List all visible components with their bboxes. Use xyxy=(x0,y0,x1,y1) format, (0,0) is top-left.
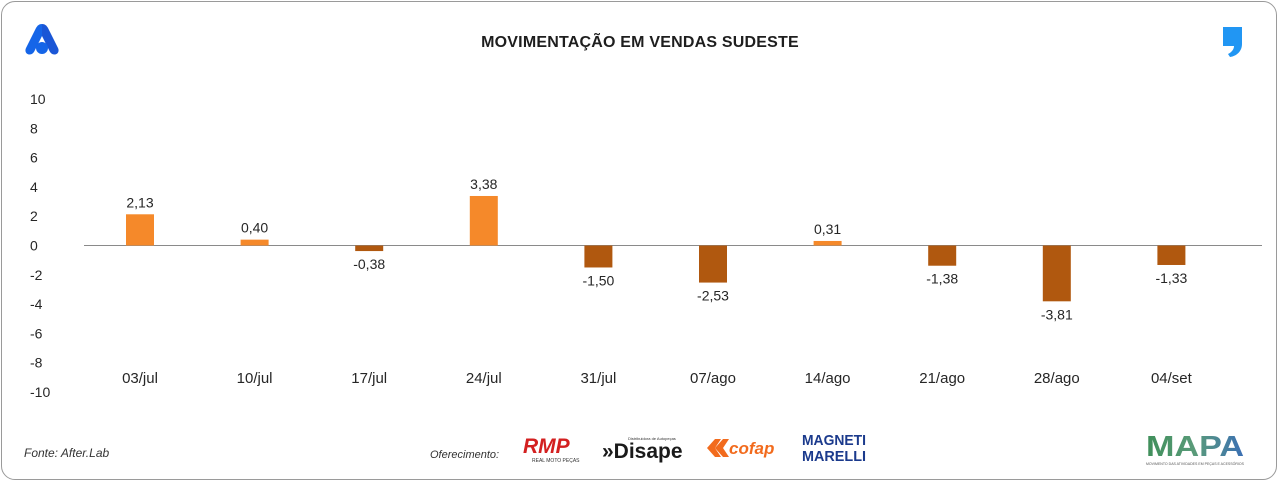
mapa-logo-text: MAPA xyxy=(1146,431,1244,463)
cofap-logo-text: cofap xyxy=(729,439,774,458)
bar-data-label: 2,13 xyxy=(126,194,153,210)
x-tick-label: 03/jul xyxy=(122,370,158,387)
y-axis-ticks: 10 8 6 4 2 0 -2 -4 -6 -8 -10 xyxy=(30,91,50,400)
bar-data-label: -1,50 xyxy=(582,272,614,288)
bar-data-label: 0,31 xyxy=(814,221,841,237)
rmp-logo-subtext: REAL MOTO PEÇAS xyxy=(532,458,580,464)
y-tick-label: 4 xyxy=(30,179,38,195)
bar-04-set xyxy=(1157,245,1186,265)
x-tick-label: 28/ago xyxy=(1034,370,1080,387)
x-tick-label: 21/ago xyxy=(919,370,965,387)
cofap-chevron-icon xyxy=(707,439,721,457)
y-tick-label: 2 xyxy=(30,208,38,224)
x-tick-label: 07/ago xyxy=(690,370,736,387)
bar-28-ago xyxy=(1042,245,1071,302)
cofap-logo: cofap xyxy=(707,439,774,458)
bar-data-label: -1,38 xyxy=(926,271,958,287)
magneti-logo-text: MAGNETI xyxy=(802,432,866,449)
quote-logo-icon xyxy=(1223,27,1242,57)
bar-data-label: -1,33 xyxy=(1155,270,1187,286)
rmp-logo-text: RMP xyxy=(523,435,571,458)
y-tick-label: -2 xyxy=(30,267,43,283)
bar-31-jul xyxy=(584,245,613,268)
y-tick-label: -4 xyxy=(30,296,43,312)
magneti-marelli-logo: MAGNETI MARELLI xyxy=(802,432,866,464)
x-tick-label: 31/jul xyxy=(580,370,616,387)
bar-data-label: -0,38 xyxy=(353,256,385,272)
x-tick-label: 24/jul xyxy=(466,370,502,387)
y-tick-label: -6 xyxy=(30,325,43,341)
x-tick-label: 14/ago xyxy=(805,370,851,387)
bar-data-labels: 2,13 0,40 -0,38 3,38 -1,50 -2,53 0,31 -1,38 -3,8… xyxy=(126,176,1187,322)
bar-data-label: -2,53 xyxy=(697,288,729,304)
marelli-logo-text: MARELLI xyxy=(802,448,866,464)
x-tick-label: 04/set xyxy=(1151,370,1193,387)
bar-10-jul xyxy=(240,239,269,246)
bar-17-jul xyxy=(355,245,384,252)
source-note: Fonte: After.Lab xyxy=(24,446,110,460)
bar-03-jul xyxy=(126,214,154,246)
disape-logo: Distribuidora de Autopeças »Disape xyxy=(602,436,683,463)
y-tick-label: -8 xyxy=(30,355,43,371)
bar-data-label: -3,81 xyxy=(1041,306,1073,322)
x-tick-label: 17/jul xyxy=(351,370,387,387)
bar-14-ago xyxy=(813,240,842,246)
y-tick-label: 0 xyxy=(30,238,38,254)
chart-title: MOVIMENTAÇÃO EM VENDAS SUDESTE xyxy=(481,34,799,51)
bar-data-label: 0,40 xyxy=(241,220,268,236)
y-tick-label: 10 xyxy=(30,91,46,107)
mapa-logo: MAPA MOVIMENTO DAS ATIVIDADES EM PEÇAS E… xyxy=(1146,431,1245,466)
y-tick-label: 6 xyxy=(30,150,38,166)
bar-07-ago xyxy=(699,245,727,283)
disape-logo-text: »Disape xyxy=(602,440,683,463)
rmp-logo: RMP REAL MOTO PEÇAS xyxy=(523,435,580,464)
y-tick-label: 8 xyxy=(30,120,38,136)
offer-label: Oferecimento: xyxy=(430,449,500,461)
disape-logo-subtext: Distribuidora de Autopeças xyxy=(628,436,676,441)
x-tick-label: 10/jul xyxy=(237,370,273,387)
y-tick-label: -10 xyxy=(30,384,50,400)
bars xyxy=(126,195,1186,302)
bar-21-ago xyxy=(928,245,957,266)
bar-data-label: 3,38 xyxy=(470,176,497,192)
bar-24-jul xyxy=(469,195,498,246)
brand-logo-icon xyxy=(25,24,59,55)
x-axis-ticks: 03/jul 10/jul 17/jul 24/jul 31/jul 07/ago 14/a… xyxy=(122,370,1193,387)
mapa-logo-tagline: MOVIMENTO DAS ATIVIDADES EM PEÇAS E ACES… xyxy=(1146,461,1245,466)
